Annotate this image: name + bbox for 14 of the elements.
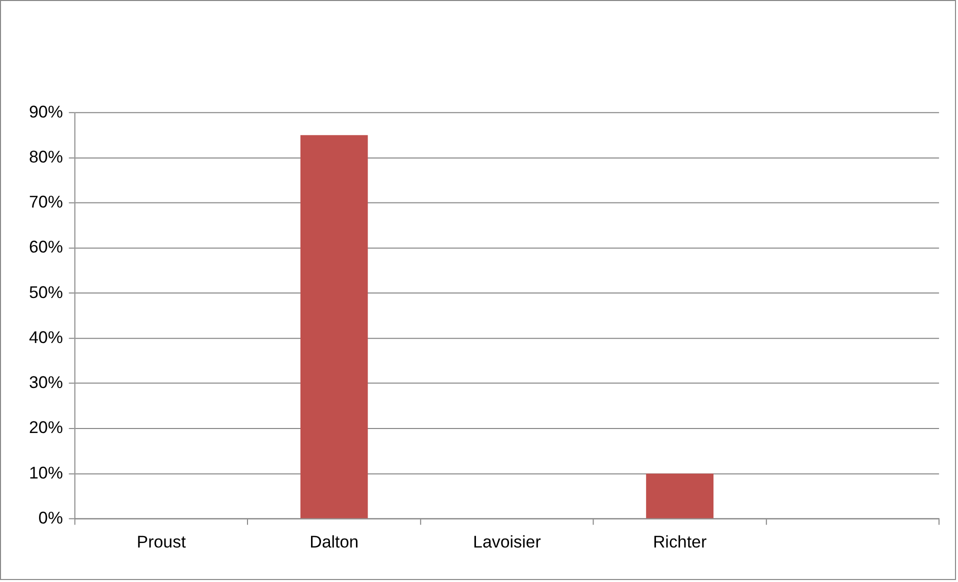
y-tick-label: 50% bbox=[28, 282, 63, 302]
x-tick-label: Lavoisier bbox=[473, 532, 542, 552]
y-tick-label: 40% bbox=[28, 328, 63, 347]
y-tick-label: 90% bbox=[28, 102, 63, 122]
y-tick-label: 30% bbox=[28, 373, 63, 392]
x-tick-label: Richter bbox=[652, 532, 707, 552]
x-tick-label: Proust bbox=[136, 532, 186, 552]
y-tick-label: 80% bbox=[28, 147, 63, 166]
y-tick-label: 70% bbox=[28, 192, 63, 212]
x-tick-label: Dalton bbox=[310, 532, 359, 552]
y-tick-label: 20% bbox=[28, 418, 63, 438]
y-tick-label: 60% bbox=[28, 238, 63, 257]
y-tick-label: 0% bbox=[38, 508, 63, 528]
y-tick-label: 10% bbox=[28, 463, 63, 482]
